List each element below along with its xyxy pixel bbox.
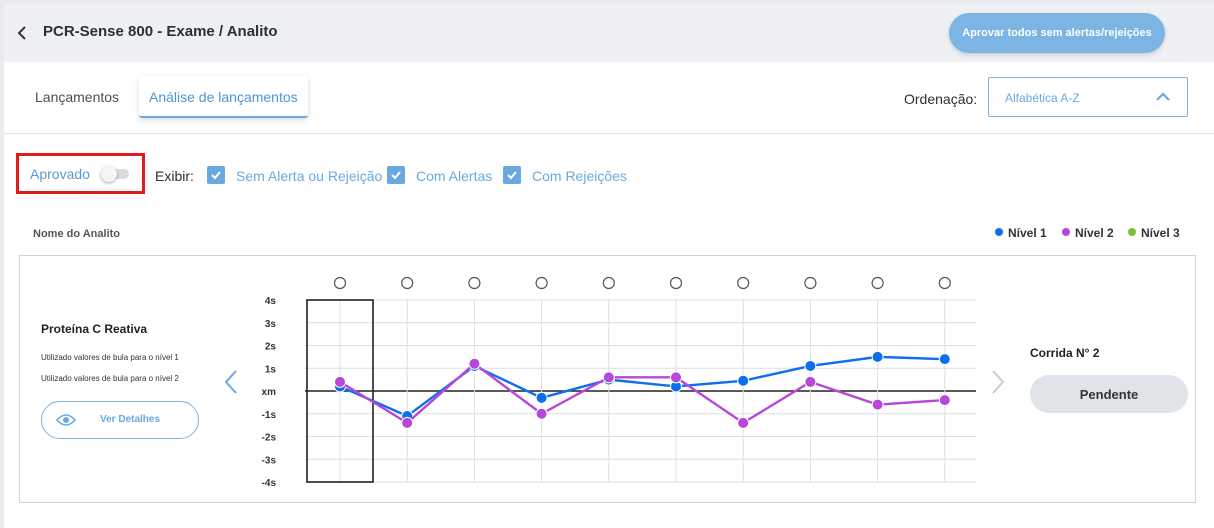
tab-bar: Lançamentos Análise de lançamentos Orden… — [4, 62, 1214, 134]
data-point — [468, 357, 481, 370]
run-select-radio[interactable] — [401, 276, 414, 290]
data-point — [670, 371, 682, 384]
sort-select[interactable]: Alfabética A-Z — [988, 77, 1188, 117]
checkbox-com-alertas-label[interactable]: Com Alertas — [416, 168, 493, 184]
eye-icon — [55, 413, 77, 432]
data-point — [938, 394, 951, 407]
data-point — [737, 374, 750, 387]
run-select-radio[interactable] — [602, 276, 615, 290]
data-point — [737, 416, 750, 429]
legend-item-nivel-3: Nível 3 — [1128, 226, 1180, 240]
run-select-radio[interactable] — [804, 276, 817, 290]
toggle-track — [105, 169, 129, 179]
check-icon — [391, 171, 401, 180]
legend-label: Nível 2 — [1075, 226, 1114, 240]
y-tick-label: -4s — [262, 478, 277, 486]
data-point — [804, 375, 817, 388]
run-select-radio[interactable] — [737, 276, 750, 290]
run-select-radio[interactable] — [871, 276, 884, 290]
approved-label: Aprovado — [30, 166, 90, 182]
checkbox-com-alertas[interactable] — [387, 166, 405, 184]
check-icon — [507, 171, 517, 180]
analyte-card: Proteína C Reativa Utilizado valores de … — [19, 255, 1196, 503]
toggle-knob — [101, 166, 117, 182]
checkbox-com-rejeicoes-label[interactable]: Com Rejeições — [532, 168, 627, 184]
view-details-button[interactable]: Ver Detalhes — [41, 401, 199, 439]
checkbox-sem-alerta-label[interactable]: Sem Alerta ou Rejeição — [236, 168, 383, 184]
data-point — [401, 416, 414, 429]
series-line — [339, 362, 945, 425]
checkbox-com-rejeicoes[interactable] — [503, 166, 521, 184]
check-icon — [211, 171, 221, 180]
tab-analise-lancamentos[interactable]: Análise de lançamentos — [139, 76, 308, 118]
legend-label: Nível 3 — [1141, 226, 1180, 240]
legend-dot — [1062, 228, 1070, 236]
run-select-radio[interactable] — [468, 276, 481, 290]
data-point — [871, 398, 884, 411]
status-pending-button[interactable]: Pendente — [1030, 375, 1188, 413]
data-point — [334, 375, 346, 388]
tab-lancamentos[interactable]: Lançamentos — [35, 89, 120, 105]
run-select-radio[interactable] — [333, 276, 347, 290]
chevron-left-icon[interactable] — [223, 369, 239, 400]
app-frame: PCR-Sense 800 - Exame / Analito Aprovar … — [4, 4, 1214, 528]
sort-label: Ordenação: — [904, 91, 978, 107]
legend-dot — [995, 228, 1003, 236]
legend-item-nivel-2: Nível 2 — [1062, 226, 1114, 240]
legend-item-nivel-1: Nível 1 — [995, 226, 1047, 240]
checkbox-sem-alerta[interactable] — [207, 166, 225, 184]
y-tick-label: xm — [262, 387, 277, 398]
approve-all-button[interactable]: Aprovar todos sem alertas/rejeições — [949, 13, 1165, 53]
chevron-right-icon[interactable] — [990, 369, 1006, 400]
run-select-radio[interactable] — [535, 276, 548, 290]
data-point — [602, 371, 615, 384]
data-point — [535, 391, 548, 404]
filter-bar: Aprovado Exibir: Sem Alerta ou Rejeição … — [4, 152, 1214, 196]
y-tick-label: -2s — [262, 433, 277, 444]
y-tick-label: 3s — [265, 319, 277, 330]
column-header: Nome do Analito — [33, 228, 120, 240]
page-header: PCR-Sense 800 - Exame / Analito Aprovar … — [4, 4, 1214, 62]
data-point — [804, 359, 817, 372]
selected-run-box — [306, 299, 374, 483]
series-line — [339, 355, 945, 418]
run-select-radio[interactable] — [669, 276, 683, 290]
approved-toggle[interactable] — [101, 166, 131, 182]
back-icon[interactable] — [16, 23, 32, 43]
data-point — [871, 350, 884, 363]
approved-filter: Aprovado — [16, 153, 145, 194]
analyte-note-1: Utilizado valores de bula para o nível 1 — [41, 353, 179, 362]
y-tick-label: 2s — [265, 342, 277, 353]
sort-value: Alfabética A-Z — [1005, 91, 1080, 105]
show-label: Exibir: — [155, 168, 194, 184]
chevron-up-icon — [1155, 90, 1171, 104]
run-number: Corrida N° 2 — [1030, 346, 1100, 360]
analyte-name: Proteína C Reativa — [41, 322, 148, 336]
data-point — [938, 353, 951, 366]
legend-dot — [1128, 228, 1136, 236]
analyte-note-2: Utilizado valores de bula para o nível 2 — [41, 374, 179, 383]
run-select-radio[interactable] — [938, 276, 951, 290]
y-tick-label: 1s — [265, 364, 277, 375]
y-tick-label: -1s — [262, 410, 277, 421]
y-tick-label: -3s — [262, 455, 277, 466]
y-tick-label: 4s — [265, 296, 277, 307]
data-point — [535, 407, 548, 420]
legend-label: Nível 1 — [1008, 226, 1047, 240]
page-title: PCR-Sense 800 - Exame / Analito — [43, 23, 278, 40]
view-details-label: Ver Detalhes — [100, 414, 161, 425]
